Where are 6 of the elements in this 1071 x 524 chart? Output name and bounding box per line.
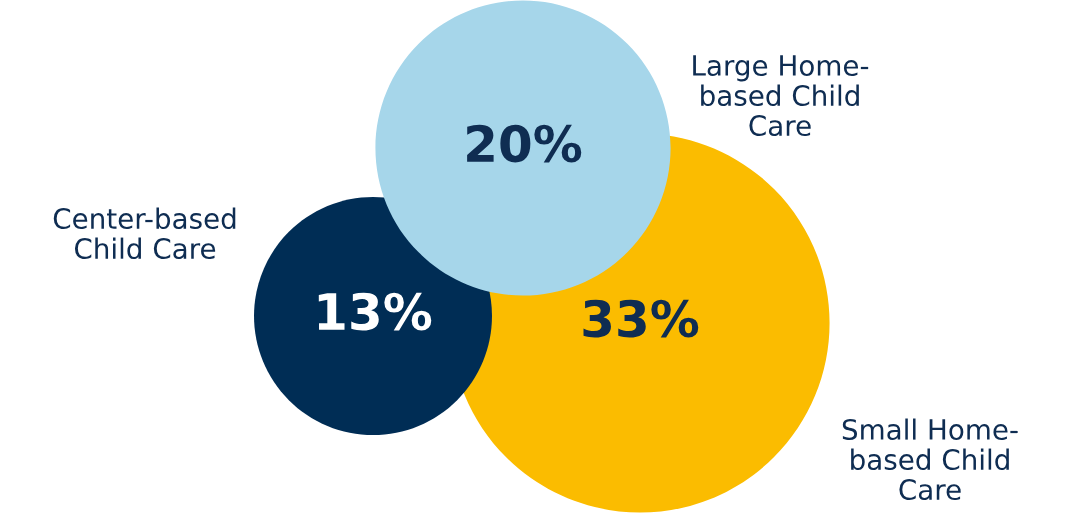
category-label: Center-based Child Care xyxy=(53,207,236,260)
data-label: 20% xyxy=(467,124,582,163)
data-label: 13% xyxy=(318,292,432,331)
category-label: Small Home- based Child Care xyxy=(842,418,1018,501)
data-label: 33% xyxy=(583,299,699,338)
category-label: Large Home- based Child Care xyxy=(693,55,869,137)
